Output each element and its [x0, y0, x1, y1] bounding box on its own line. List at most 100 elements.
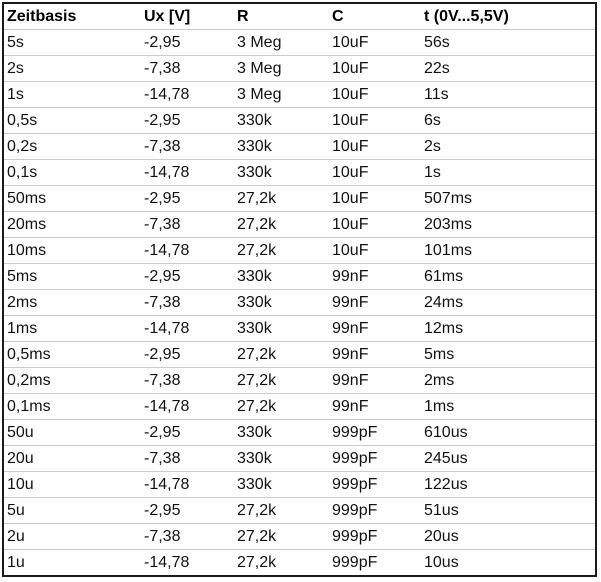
table-cell: 27,2k [234, 211, 329, 238]
table-row: 10ms -14,78 27,2k 10uF 101ms [3, 237, 596, 264]
table-cell: 0,5ms [3, 341, 141, 368]
table-cell: 330k [234, 445, 329, 472]
table-cell: 99nF [329, 341, 421, 368]
table-cell: -14,78 [141, 393, 234, 420]
table-cell: 2s [3, 55, 141, 82]
table-cell: 50u [3, 419, 141, 446]
table-cell: 2s [421, 133, 596, 160]
table-cell: 2ms [3, 289, 141, 316]
table-cell: 999pF [329, 445, 421, 472]
table-cell: 1ms [3, 315, 141, 342]
table-cell: 10us [424, 554, 459, 571]
table-cell: 330k [234, 133, 329, 160]
table-cell: 27,2k [234, 523, 329, 550]
table-cell: 0,1ms [3, 393, 141, 420]
table-cell: -7,38 [141, 133, 234, 160]
table-row: 2s -7,38 3 Meg 10uF 22s [3, 55, 596, 82]
table-cell: 50ms [3, 185, 141, 212]
table-row: 5ms -2,95 330k 99nF 61ms [3, 263, 596, 290]
table-cell: 3 Meg [234, 55, 329, 82]
column-header: Zeitbasis [3, 3, 141, 30]
column-header: Ux [V] [141, 3, 234, 30]
table-row: 0,1ms -14,78 27,2k 99nF 1ms [3, 393, 596, 420]
table-cell: 2ms [421, 367, 596, 394]
table-cell: 27,2k [234, 185, 329, 212]
table-row: 0,1s -14,78 330k 10uF 1s [3, 159, 596, 186]
table-cell: 99nF [329, 393, 421, 420]
table-cell: 1s [3, 81, 141, 108]
table-cell: 20u [3, 445, 141, 472]
column-header: t (0V...5,5V) [421, 3, 596, 30]
table-cell: 1s [421, 159, 596, 186]
table-cell: 330k [234, 107, 329, 134]
table-cell: -2,95 [141, 341, 234, 368]
table-cell: 330k [234, 263, 329, 290]
table-cell: 999pF [329, 497, 421, 524]
table-cell: -2,95 [141, 419, 234, 446]
table-cell: 27,2k [234, 237, 329, 264]
table-row: 50ms -2,95 27,2k 10uF 507ms [3, 185, 596, 212]
table-cell: 999pF [329, 471, 421, 498]
table-cell: 10ms [3, 237, 141, 264]
table-cell: 51us [421, 497, 596, 524]
table-cell: 20ms [3, 211, 141, 238]
table-row: 20u -7,38 330k 999pF 245us [3, 445, 596, 472]
table-cell: 245us [421, 445, 596, 472]
table-cell: 10uF [329, 237, 421, 264]
table-cell: 22s [421, 55, 596, 82]
table-cell: 5s [3, 29, 141, 56]
table-cell: 10u [3, 471, 141, 498]
table-row: 5u -2,95 27,2k 999pF 51us [3, 497, 596, 524]
table-cell: -7,38 [141, 55, 234, 82]
table-cell: -7,38 [141, 523, 234, 550]
table-body: 5s -2,95 3 Meg 10uF 56s 2s -7,38 3 Meg 10uF 22s 1s… [3, 29, 596, 577]
column-header: R [234, 3, 329, 30]
table-cell: 330k [234, 419, 329, 446]
table-cell: 330k [234, 315, 329, 342]
table-cell: -2,95 [141, 263, 234, 290]
table-cell: 999pF [332, 554, 378, 571]
table-cell: 56s [421, 29, 596, 56]
table-cell: 61ms [421, 263, 596, 290]
table-cell: 330k [234, 159, 329, 186]
table-cell: 122us [421, 471, 596, 498]
table-cell: 5ms [421, 341, 596, 368]
table-cell: 3 Meg [234, 81, 329, 108]
table-cell: 999pF [329, 419, 421, 446]
table-cell: 507ms [421, 185, 596, 212]
table-cell: -2,95 [141, 497, 234, 524]
table-cell: 10uF [329, 159, 421, 186]
table-cell: -14,78 [141, 237, 234, 264]
table-cell: -2,95 [141, 185, 234, 212]
table-row: 2u -7,38 27,2k 999pF 20us [3, 523, 596, 550]
table-cell: 203ms [421, 211, 596, 238]
table-cell: 12ms [421, 315, 596, 342]
table-cell: 27,2k [234, 341, 329, 368]
table-cell: 27,2k [234, 497, 329, 524]
table-cell: 10uF [329, 107, 421, 134]
table-cell: -7,38 [141, 289, 234, 316]
table-row: 20ms -7,38 27,2k 10uF 203ms [3, 211, 596, 238]
table-cell: 0,1s [3, 159, 141, 186]
table-cell: 5u [3, 497, 141, 524]
table-row: 10u -14,78 330k 999pF 122us [3, 471, 596, 498]
table-cell: 10uF [329, 185, 421, 212]
table-row: 50u -2,95 330k 999pF 610us [3, 419, 596, 446]
table-cell: 27,2k [234, 367, 329, 394]
table-cell: 24ms [421, 289, 596, 316]
column-header: C [329, 3, 421, 30]
table-cell: -14,78 [144, 554, 190, 571]
table-row: 5s -2,95 3 Meg 10uF 56s [3, 29, 596, 56]
table-cell: -14,78 [141, 315, 234, 342]
table-cell: 0,5s [3, 107, 141, 134]
table-row: 2ms -7,38 330k 99nF 24ms [3, 289, 596, 316]
table-cell: -2,95 [141, 107, 234, 134]
table-cell: 6s [421, 107, 596, 134]
table-cell: -2,95 [141, 29, 234, 56]
table-cell: 1u [7, 554, 25, 571]
table-cell: 330k [234, 289, 329, 316]
table-row: 0,2s -7,38 330k 10uF 2s [3, 133, 596, 160]
